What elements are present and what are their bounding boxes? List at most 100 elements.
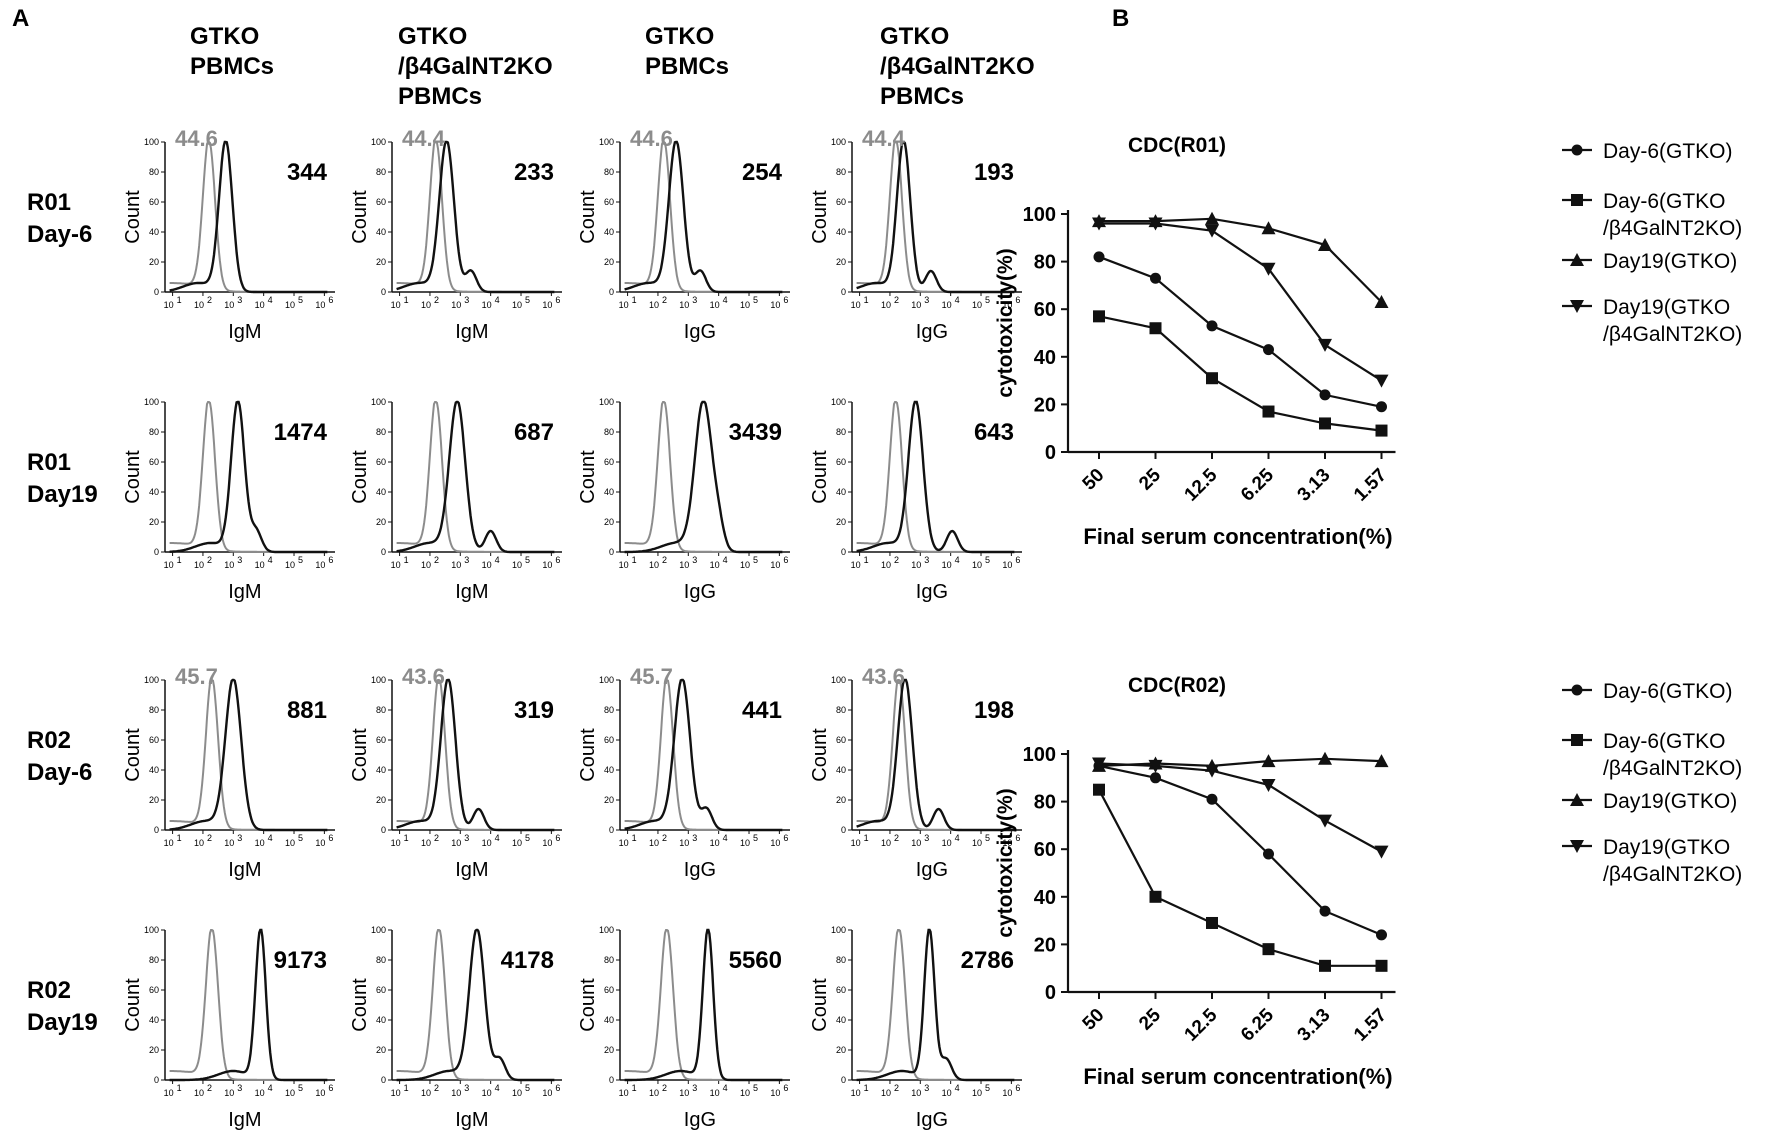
hist-y-tick-label: 80	[836, 167, 846, 177]
cdc-x-tick-label: 1.57	[1350, 465, 1391, 506]
cdc-y-tick-label: 40	[1034, 347, 1056, 369]
hist-x-tick-base: 10	[851, 838, 861, 848]
cdc-y-tick-label: 80	[1034, 792, 1056, 814]
hist-x-tick-exponent: 1	[864, 295, 869, 305]
hist-isotype-value: 44.4	[402, 126, 446, 151]
hist-count-label: Count	[809, 190, 831, 244]
hist-x-tick-base: 10	[881, 560, 891, 570]
panel-label-a: A	[12, 5, 29, 32]
hist-x-tick-exponent: 4	[723, 833, 728, 843]
hist-y-tick-label: 0	[841, 287, 846, 297]
hist-count-label: Count	[349, 978, 371, 1032]
hist-x-tick-base: 10	[315, 300, 325, 310]
hist-mfi-value: 441	[742, 697, 782, 724]
hist-x-tick-base: 10	[224, 560, 234, 570]
hist-y-tick-label: 100	[144, 675, 159, 685]
hist-x-tick-exponent: 2	[207, 555, 212, 565]
hist-x-tick-base: 10	[972, 1088, 982, 1098]
hist-mfi-value: 643	[974, 419, 1014, 446]
hist-x-tick-exponent: 1	[404, 833, 409, 843]
marker-circle	[1263, 344, 1274, 356]
hist-y-tick-label: 100	[144, 137, 159, 147]
hist-x-tick-base: 10	[451, 838, 461, 848]
hist-x-tick-base: 10	[679, 560, 689, 570]
hist-y-tick-label: 20	[376, 1045, 386, 1055]
hist-y-tick-label: 20	[836, 1045, 846, 1055]
hist-x-tick-exponent: 3	[237, 1083, 242, 1093]
cdc-y-tick-label: 20	[1034, 394, 1056, 416]
hist-x-tick-exponent: 6	[783, 833, 788, 843]
hist-x-tick-exponent: 4	[268, 833, 273, 843]
hist-y-tick-label: 60	[836, 735, 846, 745]
hist-x-tick-exponent: 5	[985, 833, 990, 843]
hist-x-tick-exponent: 5	[525, 295, 530, 305]
hist-x-tick-base: 10	[391, 300, 401, 310]
hist-y-tick-label: 80	[376, 167, 386, 177]
hist-x-tick-base: 10	[194, 560, 204, 570]
hist-x-tick-base: 10	[770, 560, 780, 570]
hist-x-tick-base: 10	[512, 300, 522, 310]
hist-y-tick-label: 40	[149, 1015, 159, 1025]
hist-y-tick-label: 20	[836, 795, 846, 805]
hist-sample-curve	[396, 140, 555, 294]
hist-x-tick-exponent: 3	[692, 295, 697, 305]
hist-x-tick-exponent: 1	[177, 1083, 182, 1093]
hist-y-tick-label: 20	[604, 257, 614, 267]
hist-x-tick-exponent: 2	[894, 555, 899, 565]
hist-count-label: Count	[577, 450, 599, 504]
row-label-line: Day-6	[27, 221, 92, 248]
hist-x-tick-base: 10	[451, 1088, 461, 1098]
hist-x-tick-exponent: 3	[692, 555, 697, 565]
marker-triangle-up	[1374, 295, 1389, 309]
marker-square	[1093, 310, 1105, 323]
hist-y-tick-label: 0	[381, 547, 386, 557]
hist-x-tick-exponent: 3	[237, 295, 242, 305]
hist-x-tick-base: 10	[770, 1088, 780, 1098]
legend-label: /β4GalNT2KO)	[1603, 863, 1742, 886]
cdc-y-tick-label: 0	[1045, 982, 1056, 1004]
hist-x-tick-base: 10	[285, 1088, 295, 1098]
hist-mfi-value: 881	[287, 697, 327, 724]
cdc-series-line	[1098, 757, 1382, 768]
hist-x-tick-exponent: 2	[207, 1083, 212, 1093]
legend-label: Day19(GTKO)	[1603, 250, 1737, 273]
hist-x-tick-exponent: 5	[985, 1083, 990, 1093]
hist-x-tick-exponent: 1	[404, 1083, 409, 1093]
hist-sample-curve	[624, 400, 783, 554]
panel-label-b: B	[1112, 5, 1129, 32]
hist-x-tick-base: 10	[482, 1088, 492, 1098]
hist-y-tick-label: 20	[149, 257, 159, 267]
hist-x-tick-base: 10	[1002, 300, 1012, 310]
hist-x-tick-base: 10	[255, 560, 265, 570]
hist-y-tick-label: 100	[599, 137, 614, 147]
legend-label: Day-6(GTKO	[1603, 190, 1726, 213]
column-header-line: PBMCs	[398, 83, 482, 110]
hist-x-tick-exponent: 2	[434, 833, 439, 843]
hist-x-tick-base: 10	[391, 560, 401, 570]
hist-y-tick-label: 80	[604, 705, 614, 715]
hist-x-tick-exponent: 2	[894, 833, 899, 843]
marker-triangle-up	[1261, 221, 1276, 235]
marker-square	[1149, 890, 1162, 903]
hist-mfi-value: 5560	[729, 947, 782, 974]
hist-x-tick-base: 10	[740, 838, 750, 848]
hist-mfi-value: 1474	[274, 419, 328, 446]
hist-x-tick-exponent: 4	[495, 833, 500, 843]
hist-x-tick-exponent: 1	[632, 1083, 637, 1093]
hist-x-tick-base: 10	[972, 300, 982, 310]
hist-x-tick-exponent: 5	[525, 555, 530, 565]
marker-square	[1375, 424, 1388, 437]
marker-triangle-down	[1261, 778, 1276, 792]
cdc-x-tick-label: 3.13	[1294, 1005, 1335, 1046]
hist-y-tick-label: 60	[604, 985, 614, 995]
hist-y-tick-label: 20	[604, 517, 614, 527]
cdc-y-label: cytotoxicity(%)	[994, 248, 1017, 397]
hist-y-tick-label: 0	[154, 825, 159, 835]
row-label-line: R02	[27, 727, 71, 754]
hist-x-tick-exponent: 4	[955, 1083, 960, 1093]
hist-mfi-value: 9173	[274, 947, 327, 974]
hist-x-tick-exponent: 6	[783, 555, 788, 565]
hist-x-tick-base: 10	[619, 838, 629, 848]
hist-count-label: Count	[122, 978, 144, 1032]
